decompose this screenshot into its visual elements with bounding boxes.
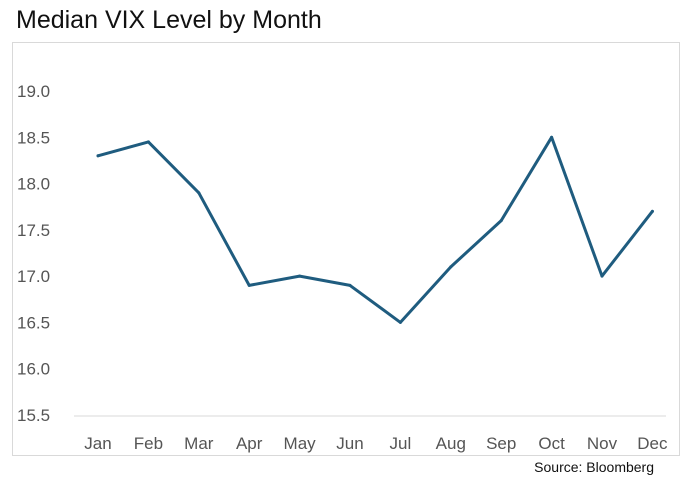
x-tick-label: Nov — [587, 434, 618, 453]
data-point-may — [298, 274, 302, 278]
y-tick-label: 15.5 — [17, 406, 50, 425]
x-tick-label: Dec — [637, 434, 668, 453]
y-tick-label: 17.5 — [17, 221, 50, 240]
y-tick-label: 18.0 — [17, 175, 50, 194]
data-point-mar — [197, 191, 201, 195]
x-tick-label: Aug — [436, 434, 466, 453]
data-point-jul — [398, 320, 402, 324]
y-tick-label: 16.5 — [17, 313, 50, 332]
x-tick-label: Mar — [184, 434, 214, 453]
series-points — [96, 135, 654, 324]
y-tick-label: 17.0 — [17, 267, 50, 286]
x-tick-label: Sep — [486, 434, 516, 453]
y-tick-label: 16.0 — [17, 360, 50, 379]
data-point-jun — [348, 283, 352, 287]
y-tick-label: 19.0 — [17, 82, 50, 101]
data-point-feb — [146, 140, 150, 144]
x-axis-ticks: Jan Feb Mar Apr May Jun Jul Aug Sep Oct Nov Dec — [84, 434, 668, 453]
x-tick-label: Oct — [538, 434, 565, 453]
data-point-apr — [247, 283, 251, 287]
y-tick-label: 18.5 — [17, 128, 50, 147]
x-tick-label: Feb — [134, 434, 163, 453]
x-tick-label: Jul — [390, 434, 412, 453]
x-tick-label: Jan — [84, 434, 111, 453]
x-tick-label: Apr — [236, 434, 263, 453]
plot-frame — [12, 42, 680, 456]
data-point-nov — [600, 274, 604, 278]
data-point-oct — [550, 135, 554, 139]
chart-title: Median VIX Level by Month — [16, 6, 322, 34]
x-tick-label: May — [284, 434, 317, 453]
data-point-jan — [96, 154, 100, 158]
x-tick-label: Jun — [336, 434, 363, 453]
y-axis-ticks: 15.5 16.0 16.5 17.0 17.5 18.0 18.5 19.0 — [17, 82, 50, 425]
data-point-dec — [650, 209, 654, 213]
data-point-aug — [449, 265, 453, 269]
source-note: Source: Bloomberg — [534, 459, 654, 475]
data-point-sep — [499, 219, 503, 223]
series-line-median-vix — [96, 135, 654, 324]
